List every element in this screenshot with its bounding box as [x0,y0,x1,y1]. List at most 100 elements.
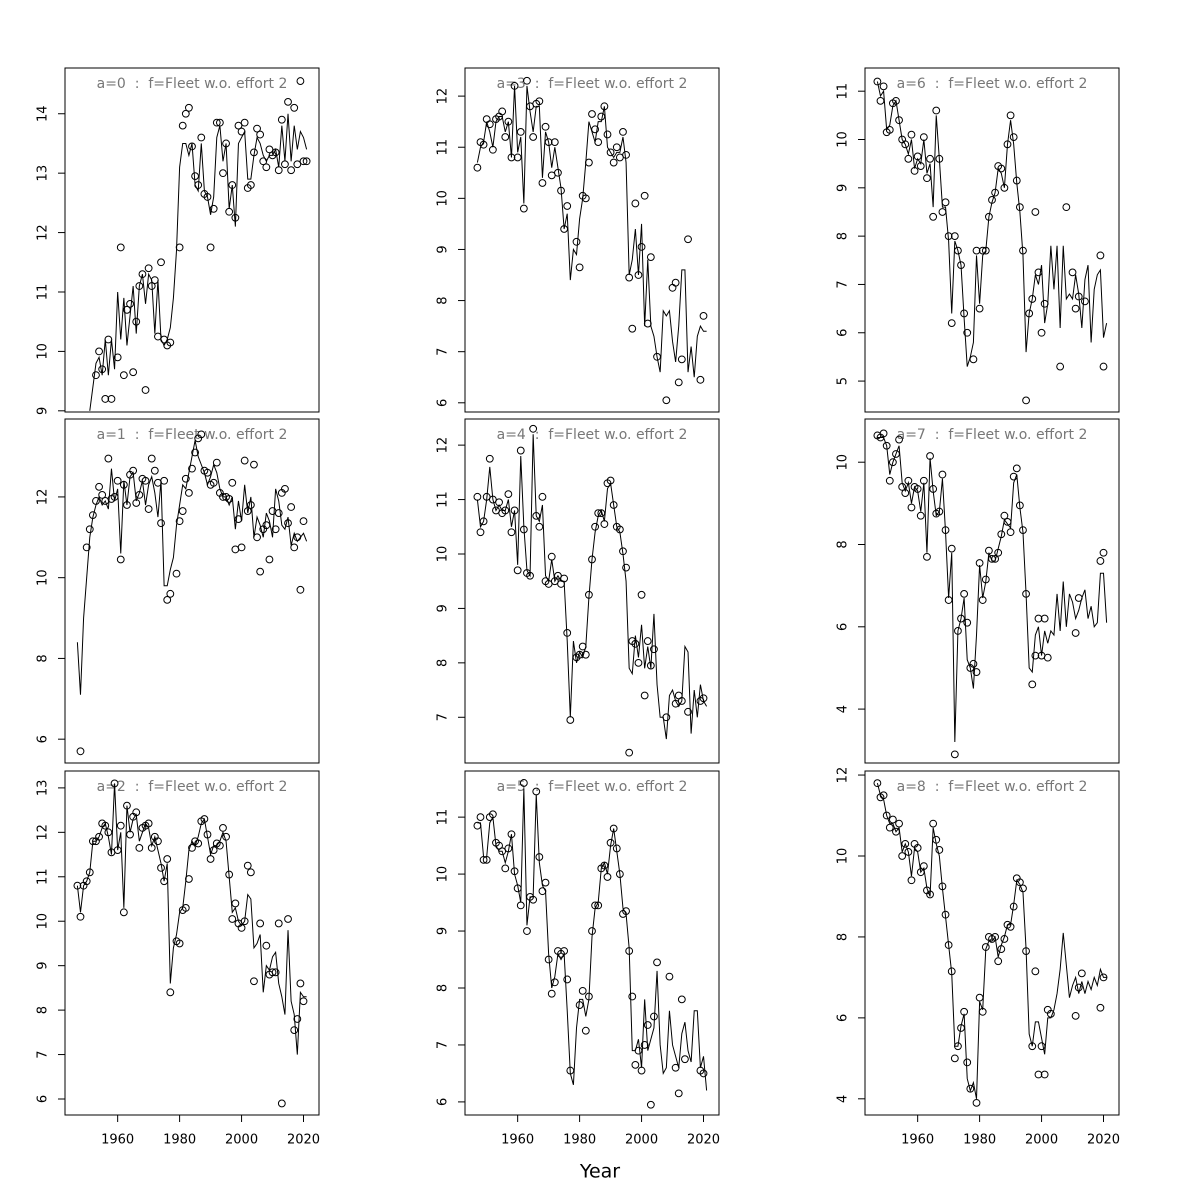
observation-point [82,543,91,552]
observation-point [492,506,500,515]
observation-point [907,876,916,885]
observation-point [938,208,947,216]
observation-point [287,503,296,511]
observation-point [209,478,218,487]
x-tick-label: 1960 [101,1133,134,1148]
observation-point [222,139,230,148]
observation-point [231,213,240,222]
observation-point [203,193,212,201]
y-tick-label: 5 [836,377,851,385]
observation-point [160,335,169,344]
observation-point [919,133,928,141]
observation-point [1012,176,1021,185]
observation-point [175,939,184,948]
observation-point [547,552,556,561]
observation-point [225,207,234,216]
observation-point [175,243,184,252]
panel-title: a=8 : f=Fleet w.o. effort 2 [897,779,1088,795]
y-tick-label: 9 [436,927,451,935]
observation-point [637,590,646,599]
observation-point [132,808,141,817]
plot-frame [864,418,1120,764]
observation-point [606,148,615,157]
observation-point [671,699,680,708]
observation-point [219,823,227,832]
observation-point [699,694,708,703]
observation-point [181,474,190,483]
observation-point [929,485,938,493]
y-tick-label: 11 [836,83,851,100]
y-tick-label: 8 [436,296,451,304]
observation-point [253,533,261,542]
panel: a=5 : f=Fleet w.o. effort 2 6 7 8 9 10 11 1960 1… [436,770,720,1148]
observation-point [538,887,547,896]
panel-title: a=3 : f=Fleet w.o. effort 2 [497,76,688,92]
observation-point [274,919,283,928]
observation-point [888,458,897,467]
x-tick-label: 1960 [501,1133,534,1148]
observation-point [978,596,987,604]
observation-point [901,839,910,848]
observation-point [1022,589,1030,598]
observation-point [991,188,999,197]
observation-point [1096,251,1105,260]
observation-point [479,140,488,149]
observation-point [1096,1003,1105,1012]
observation-point [181,903,190,912]
y-tick-label: 7 [436,1041,451,1049]
observation-point [132,499,141,507]
observation-point [1012,464,1021,473]
observation-point [947,544,956,553]
observation-point [677,995,686,1004]
observation-point [135,491,144,499]
observation-point [637,1066,646,1075]
observation-point [228,478,237,487]
observation-point [662,396,671,405]
observation-point [113,353,122,362]
observation-point [271,525,280,534]
observation-point [677,355,686,364]
observation-point [262,941,271,950]
observation-point [1015,878,1024,887]
observation-point [209,846,218,855]
observation-point [154,837,162,846]
y-tick-label: 4 [836,705,851,713]
observation-point [150,276,159,285]
observation-point [287,166,296,175]
observation-point [1019,884,1027,893]
observation-point [299,157,308,166]
observation-point [932,106,941,115]
observation-point [488,145,497,154]
observation-point [126,830,134,839]
observation-point [290,1026,299,1035]
observation-point [910,167,919,175]
observation-point [594,509,603,518]
observation-point [665,972,674,981]
observation-point [981,246,990,255]
observation-point [523,76,531,85]
observation-point [594,138,603,147]
observation-point [622,563,630,572]
observation-point [895,435,903,444]
observation-point [957,1024,965,1032]
observation-point [116,555,125,564]
observation-point [172,569,181,578]
plot-frame [64,67,320,413]
observation-point [101,821,110,830]
observation-point [498,107,507,116]
observation-point [144,505,153,513]
observation-point [206,243,215,252]
observation-point [259,157,268,166]
observation-point [203,830,212,839]
observation-point [600,520,609,528]
y-tick-label: 7 [836,280,851,288]
y-tick-label: 8 [436,659,451,667]
observation-point [1031,208,1040,216]
observation-point [615,525,624,534]
observation-point [166,589,175,598]
observation-point [544,138,553,147]
observation-point [904,848,913,856]
observation-point [274,166,283,175]
observation-point [575,650,584,659]
observation-point [166,988,175,997]
